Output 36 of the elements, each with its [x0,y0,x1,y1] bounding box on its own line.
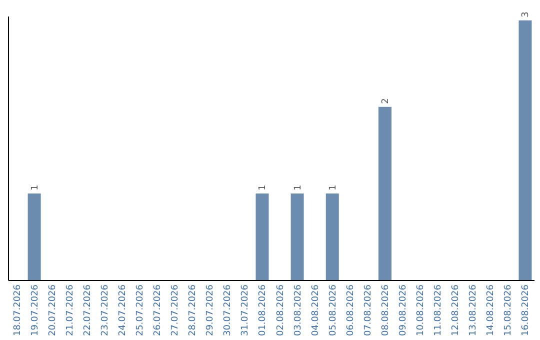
x-tick-label: 20.07.2026 [48,284,58,336]
x-tick-label: 24.07.2026 [118,284,128,336]
x-tick-label: 16.08.2026 [521,284,532,336]
x-tick-label: 04.08.2026 [310,284,321,336]
x-tick-label: 27.07.2026 [170,284,181,336]
x-tick-label: 09.08.2026 [398,284,408,336]
data-label: 3 [521,12,532,18]
data-label: 1 [258,184,268,190]
x-tick-label: 06.08.2026 [346,284,356,336]
x-tick-label: 19.07.2026 [30,284,40,336]
x-tick-label: 08.08.2026 [380,284,391,336]
x-tick-label: 14.08.2026 [486,284,496,336]
x-tick-label: 30.07.2026 [223,284,234,336]
x-tick-label: 05.08.2026 [328,284,338,336]
data-label: 1 [293,184,304,190]
x-tick-label: 28.07.2026 [188,284,198,336]
x-tick-label: 07.08.2026 [363,284,374,336]
x-tick-label: 03.08.2026 [293,284,304,336]
x-tick-label: 12.08.2026 [451,284,462,336]
data-label: 1 [328,184,338,190]
x-tick-label: 26.07.2026 [153,284,164,336]
x-tick-label: 10.08.2026 [416,284,426,336]
x-tick-label: 31.07.2026 [240,284,251,336]
x-tick-label: 23.07.2026 [100,284,110,336]
x-tick-label: 22.07.2026 [82,284,93,336]
x-tick-label: 15.08.2026 [504,284,514,336]
x-tick-label: 11.08.2026 [434,284,444,336]
x-tick-label: 29.07.2026 [206,284,216,336]
x-tick-label: 02.08.2026 [276,284,286,336]
x-tick-label: 18.07.2026 [12,284,23,336]
data-label: 1 [30,184,40,190]
x-tick-label: 21.07.2026 [65,284,76,336]
x-tick-label: 01.08.2026 [258,284,268,336]
data-label: 2 [380,98,391,104]
x-tick-label: 13.08.2026 [468,284,479,336]
x-tick-label: 25.07.2026 [136,284,146,336]
